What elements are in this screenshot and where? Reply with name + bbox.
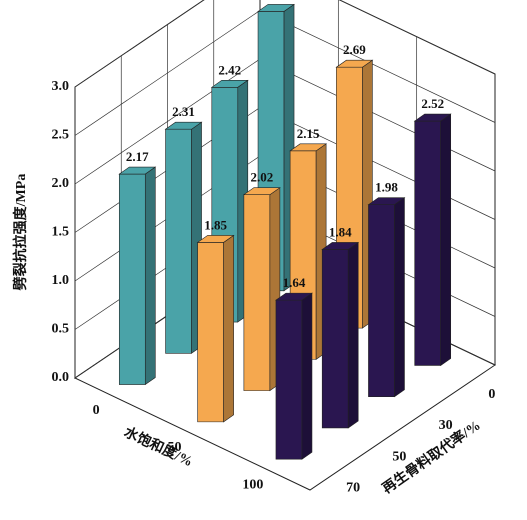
data-label: 1.98 (375, 180, 398, 195)
data-label: 2.17 (126, 149, 149, 164)
x-tick-label: 0 (93, 403, 100, 418)
y-tick-label: 3.0 (52, 79, 70, 94)
bar (196, 234, 235, 423)
bar-side (223, 234, 234, 423)
bar-top (164, 121, 203, 130)
bar-front (368, 204, 395, 398)
y-tick-label: 0.5 (52, 322, 70, 337)
bar (275, 292, 313, 460)
data-label: 1.84 (329, 224, 352, 239)
x-tick-label: 100 (242, 478, 263, 493)
depth-tick-label: 70 (346, 481, 360, 496)
bar-side (440, 113, 452, 367)
bar-front (321, 249, 349, 429)
bar-front (165, 128, 192, 354)
bar (321, 241, 360, 429)
bar-top (413, 113, 452, 122)
data-label: 1.64 (283, 275, 306, 290)
data-label: 1.85 (204, 217, 227, 232)
bar (164, 121, 203, 354)
y-tick-label: 2.5 (52, 128, 70, 143)
bar (413, 113, 452, 367)
bar-top (257, 4, 295, 12)
y-tick-label: 1.0 (52, 273, 70, 288)
data-label: 2.31 (172, 104, 195, 119)
bar-top (289, 143, 328, 152)
data-label: 2.15 (297, 126, 320, 141)
bar-front (414, 120, 442, 366)
y-tick-label: 0.0 (52, 370, 70, 385)
depth-tick-label: 50 (392, 449, 406, 464)
bar-top (196, 235, 235, 243)
depth-tick-label: 0 (488, 387, 495, 402)
bar-top (118, 166, 157, 175)
bar-top (242, 187, 281, 195)
bar-front (275, 299, 303, 460)
bar-top (210, 80, 249, 88)
bar-front (118, 173, 146, 385)
data-label: 2.69 (343, 42, 366, 57)
bar-top (367, 197, 406, 205)
bar-side (144, 166, 156, 386)
bar-front (197, 242, 224, 423)
bar-top (275, 292, 313, 301)
data-label: 2.02 (251, 170, 274, 185)
bar-top (321, 242, 360, 250)
x-tick-label: 50 (168, 440, 182, 455)
data-label: 2.42 (218, 62, 241, 77)
bar-side (347, 241, 359, 429)
bar (242, 187, 281, 392)
bar-top (335, 59, 374, 68)
bar (118, 166, 157, 386)
y-tick-label: 2.0 (52, 176, 70, 191)
y-axis-title: 劈裂抗拉强度/MPa (12, 174, 29, 292)
bar-side (301, 292, 313, 460)
bar-side (394, 197, 405, 398)
bar-front (243, 194, 271, 391)
data-label: 2.52 (421, 96, 444, 111)
data-label: 2.88 (265, 0, 288, 1)
bar (367, 197, 406, 398)
y-tick-label: 1.5 (52, 225, 70, 240)
depth-tick-label: 30 (439, 418, 453, 433)
